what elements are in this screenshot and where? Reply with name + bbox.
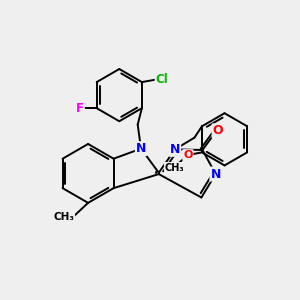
- Text: O: O: [212, 124, 223, 137]
- Text: N: N: [170, 143, 180, 156]
- Text: O: O: [183, 150, 193, 160]
- Text: N: N: [211, 167, 221, 181]
- Text: Cl: Cl: [156, 73, 168, 86]
- Text: N: N: [136, 142, 146, 155]
- Text: CH₃: CH₃: [165, 163, 184, 173]
- Text: F: F: [76, 102, 84, 115]
- Text: CH₃: CH₃: [53, 212, 74, 222]
